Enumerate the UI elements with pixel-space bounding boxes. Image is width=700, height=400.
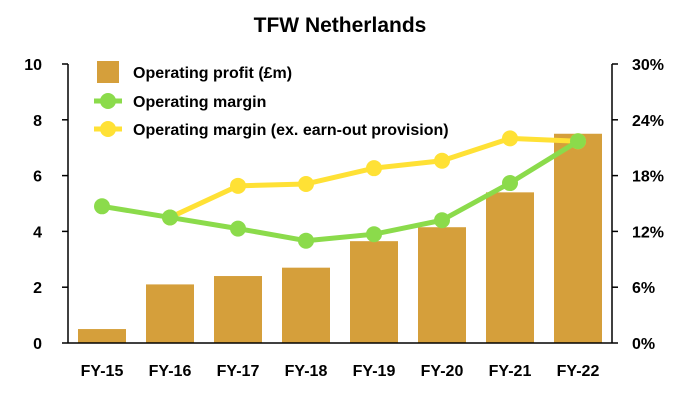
bar-fy-22 xyxy=(554,133,602,343)
point-operating-margin xyxy=(94,198,110,215)
point-operating-margin xyxy=(366,226,382,243)
legend-label-operating-profit-m: Operating profit (£m) xyxy=(133,65,292,82)
point-operating-margin-ex-earn-out-provision xyxy=(502,130,518,147)
right-tick-label: 30% xyxy=(632,57,664,74)
axes-group: 0 2 4 6 8 10 0% 6% 12% 18% 24% 30% xyxy=(24,57,664,353)
point-operating-margin-ex-earn-out-provision xyxy=(434,152,450,169)
line-group xyxy=(94,130,586,249)
bar-fy-21 xyxy=(486,192,534,343)
bar-fy-18 xyxy=(282,267,330,343)
x-tick-label: FY-20 xyxy=(421,363,464,380)
bar-fy-16 xyxy=(146,284,194,343)
left-tick-label: 6 xyxy=(33,169,42,186)
x-tick-label: FY-21 xyxy=(489,363,532,380)
point-operating-margin xyxy=(162,209,178,226)
left-tick-label: 8 xyxy=(33,113,42,130)
x-tick-label: FY-22 xyxy=(557,363,600,380)
x-tick-label: FY-18 xyxy=(285,363,328,380)
legend-label-operating-margin-ex-earn-out-provision: Operating margin (ex. earn-out provision… xyxy=(133,122,449,139)
x-tick-label: FY-16 xyxy=(149,363,192,380)
left-tick-label: 4 xyxy=(33,224,42,241)
right-tick-label: 24% xyxy=(632,113,664,130)
point-operating-margin xyxy=(502,175,518,192)
left-tick-label: 0 xyxy=(33,336,42,353)
bar-fy-15 xyxy=(78,329,126,343)
legend-marker-operating-margin-ex-earn-out-provision xyxy=(100,121,116,137)
left-tick-label: 2 xyxy=(33,280,42,297)
point-operating-margin-ex-earn-out-provision xyxy=(230,177,246,194)
x-tick-label: FY-15 xyxy=(81,363,124,380)
bar-fy-19 xyxy=(350,241,398,343)
point-operating-margin xyxy=(570,133,586,150)
legend-marker-operating-margin xyxy=(100,93,116,109)
x-tick-labels: FY-15 FY-16 FY-17 FY-18 FY-19 FY-20 FY-21 FY-22 xyxy=(81,363,600,380)
line-operating-margin xyxy=(101,139,580,244)
chart-title: TFW Netherlands xyxy=(254,14,427,37)
point-operating-margin-ex-earn-out-provision xyxy=(366,160,382,177)
right-tick-label: 0% xyxy=(632,336,655,353)
legend-swatch-operating-profit-m xyxy=(97,61,119,83)
bar-group xyxy=(78,133,602,343)
bar-fy-17 xyxy=(214,276,262,343)
right-tick-label: 18% xyxy=(632,169,664,186)
legend-label-operating-margin: Operating margin xyxy=(133,94,266,111)
point-operating-margin xyxy=(434,212,450,229)
point-operating-margin xyxy=(230,220,246,237)
point-operating-margin xyxy=(298,232,314,249)
point-operating-margin-ex-earn-out-provision xyxy=(298,175,314,192)
x-tick-label: FY-19 xyxy=(353,363,396,380)
right-tick-label: 6% xyxy=(632,280,655,297)
x-tick-label: FY-17 xyxy=(217,363,260,380)
bar-fy-20 xyxy=(418,227,466,343)
right-tick-label: 12% xyxy=(632,224,664,241)
left-tick-label: 10 xyxy=(24,57,42,74)
legend: Operating profit (£m) Operating margin Ope… xyxy=(94,61,449,139)
